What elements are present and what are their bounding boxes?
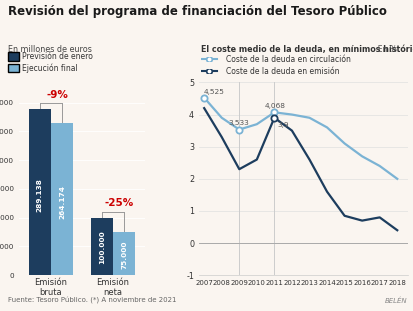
Text: 100.000: 100.000	[99, 231, 104, 264]
Text: Ejecución final: Ejecución final	[21, 63, 77, 73]
Text: En %: En %	[372, 45, 396, 54]
Text: Fuente: Tesoro Público. (*) A noviembre de 2021: Fuente: Tesoro Público. (*) A noviembre …	[8, 297, 176, 304]
Text: 289.138: 289.138	[37, 179, 43, 212]
Text: En millones de euros: En millones de euros	[8, 45, 92, 54]
Text: -9%: -9%	[46, 90, 68, 100]
Text: Coste de la deuda en circulación: Coste de la deuda en circulación	[226, 55, 351, 63]
Text: 4,525: 4,525	[204, 89, 225, 95]
Text: -25%: -25%	[104, 198, 133, 208]
Text: BELÉN: BELÉN	[384, 298, 407, 304]
Bar	[90, 218, 113, 275]
Text: El coste medio de la deuda, en mínimos históricos: El coste medio de la deuda, en mínimos h…	[200, 45, 413, 54]
Bar	[113, 232, 135, 275]
Bar	[51, 123, 73, 275]
Text: 3,533: 3,533	[228, 120, 249, 126]
Text: 264.174: 264.174	[59, 185, 65, 219]
Text: Previsión de enero: Previsión de enero	[21, 52, 92, 61]
Bar	[28, 109, 51, 275]
Text: 75.000: 75.000	[121, 240, 127, 269]
Text: Coste de la deuda en emisión: Coste de la deuda en emisión	[226, 67, 339, 76]
Text: 4,068: 4,068	[264, 103, 285, 109]
Text: 3,9: 3,9	[277, 123, 289, 128]
Text: Revisión del programa de financiación del Tesoro Público: Revisión del programa de financiación de…	[8, 5, 386, 18]
